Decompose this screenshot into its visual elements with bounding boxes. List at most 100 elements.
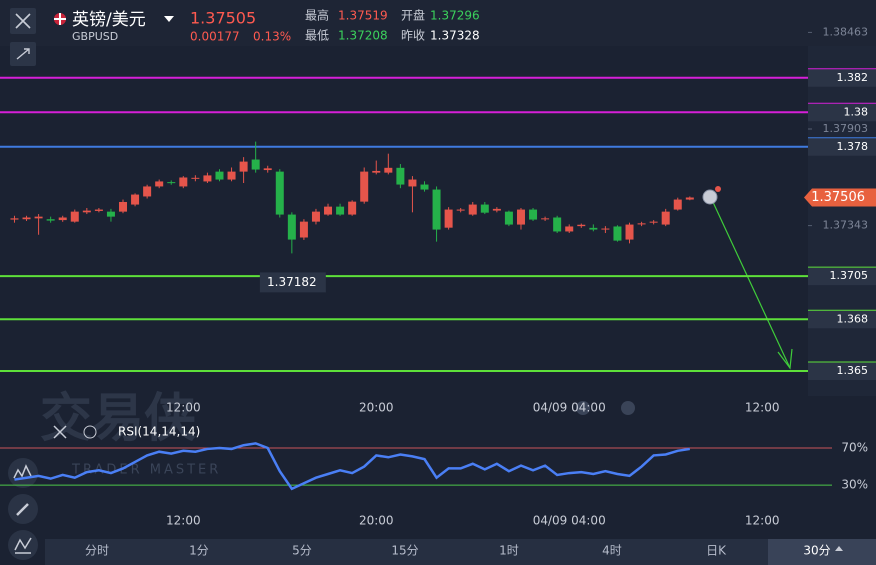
- y-tick-label: 1.37343: [823, 219, 869, 232]
- candle-body: [553, 217, 562, 232]
- rsi-settings[interactable]: [83, 425, 97, 439]
- x-tick-label: 04/09 04:00: [533, 514, 606, 528]
- stat-label: 开盘: [401, 8, 425, 23]
- last-price-label: 1.37506: [811, 190, 865, 205]
- x-tick-label: 12:00: [166, 514, 201, 528]
- candle-body: [577, 224, 586, 227]
- candle-body: [299, 221, 308, 238]
- price: 1.37505: [190, 9, 256, 28]
- forecast-arrow: [711, 199, 791, 369]
- candle-body: [589, 227, 598, 230]
- tab[interactable]: 30分: [803, 544, 830, 558]
- x-tick-label: 20:00: [359, 514, 394, 528]
- x-tick-label: 20:00: [359, 401, 394, 415]
- rsi-close[interactable]: [53, 425, 67, 439]
- indicator-icon: [14, 537, 32, 554]
- candle-body: [396, 167, 405, 185]
- watermark-sub: TRADER MASTER: [71, 463, 221, 478]
- tab[interactable]: 15分: [391, 544, 418, 558]
- candle-body: [565, 226, 574, 232]
- level-tag: [808, 310, 876, 329]
- rsi-line: [14, 442, 691, 491]
- tab[interactable]: 4时: [602, 544, 622, 558]
- candle-body: [529, 209, 538, 220]
- level-label: 1.3705: [830, 269, 869, 282]
- tool-icon: [13, 464, 32, 479]
- plot: 1.38463 1.37903 1.37343 1.382 1.38 1.378 1.370…: [0, 25, 876, 528]
- candle-body: [408, 179, 417, 187]
- tab[interactable]: 日K: [706, 544, 727, 558]
- change: 0.00177: [190, 30, 240, 44]
- tab[interactable]: 1分: [189, 544, 209, 558]
- candle-body: [456, 209, 465, 211]
- candle-body: [191, 177, 200, 179]
- stat-value: 1.37328: [430, 29, 480, 43]
- change-pct: 0.13%: [253, 30, 291, 44]
- clock-icon: [621, 401, 635, 415]
- candle-body: [106, 211, 115, 217]
- flag-cross: [54, 13, 66, 25]
- active-tab-bg: [768, 539, 876, 565]
- candle-body: [46, 219, 55, 221]
- min-tag: [259, 272, 326, 293]
- level-label: 1.368: [837, 312, 869, 325]
- candle-body: [311, 211, 320, 222]
- candle-body: [119, 201, 128, 212]
- candle-body: [263, 168, 272, 171]
- level-tag: [808, 362, 876, 381]
- level-tag: [808, 267, 876, 286]
- candle-body: [131, 194, 140, 205]
- info-marker[interactable]: [702, 189, 718, 205]
- min-label: 1.37182: [267, 275, 317, 289]
- pin-icon: [16, 48, 30, 60]
- tab-arrow: [835, 546, 843, 551]
- stat-label: 最高: [305, 8, 329, 23]
- level-tag: [808, 103, 876, 122]
- candle-body: [10, 218, 19, 220]
- level-label: 1.365: [837, 364, 869, 377]
- candle-body: [179, 177, 188, 187]
- stat-value: 1.37519: [338, 9, 388, 23]
- tab[interactable]: 1时: [499, 544, 519, 558]
- symbol-title[interactable]: 英镑/美元: [72, 10, 146, 30]
- tab[interactable]: 5分: [292, 544, 312, 558]
- candle-body: [215, 171, 224, 180]
- y-tick-label: 1.38463: [823, 25, 869, 38]
- candle-body: [360, 171, 369, 202]
- level-tag: [808, 68, 876, 87]
- candle-body: [516, 209, 525, 225]
- candle-body: [541, 218, 550, 220]
- level-label: 1.382: [837, 71, 869, 84]
- candle-body: [372, 170, 381, 173]
- candle-body: [58, 217, 67, 221]
- candle-body: [625, 224, 634, 240]
- y-tick-label: 1.37903: [823, 122, 869, 135]
- candle-body: [251, 159, 260, 170]
- candle-body: [649, 221, 658, 223]
- watermark: 交易侠 TRADER MASTER: [40, 389, 221, 478]
- y-tick-label: 30%: [841, 478, 868, 492]
- clock-icon: [576, 401, 590, 415]
- stat-label: 最低: [305, 29, 329, 43]
- dropdown-arrow[interactable]: [164, 16, 174, 22]
- candle-body: [155, 181, 164, 187]
- level-label: 1.378: [837, 140, 869, 153]
- candle-body: [685, 197, 694, 200]
- candle-body: [384, 167, 393, 173]
- stat-value: 1.37208: [338, 29, 388, 43]
- candle-body: [468, 204, 477, 215]
- candle-body: [432, 189, 441, 230]
- level-tag: [808, 137, 876, 156]
- candle-body: [143, 186, 152, 197]
- close-icon: [15, 13, 31, 29]
- marker-dot: [715, 186, 721, 192]
- draw-icon: [16, 503, 29, 516]
- x-tick-label: 04/09 04:00: [533, 401, 606, 415]
- candle-body: [613, 226, 622, 241]
- candle-body: [444, 209, 453, 228]
- candle-body: [348, 201, 357, 215]
- tab[interactable]: 分时: [85, 544, 109, 558]
